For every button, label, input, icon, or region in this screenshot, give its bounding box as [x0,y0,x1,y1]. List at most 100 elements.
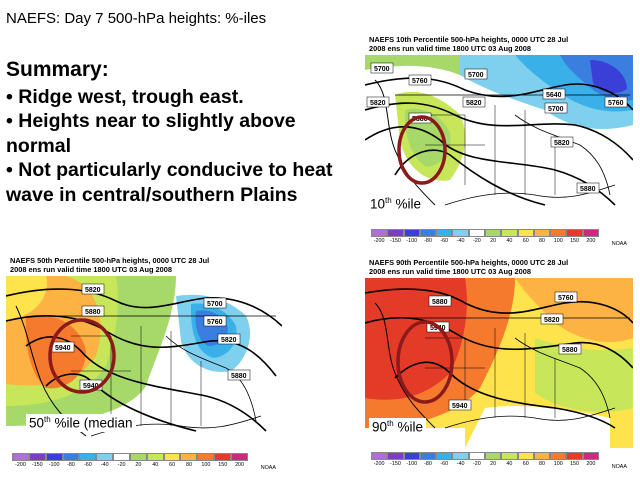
summary-bullet-1: • Ridge west, trough east. [6,85,244,108]
colorbar-swatch [12,453,29,461]
contour-label: 5880 [580,186,596,193]
contour-label: 5880 [562,347,578,354]
colorbar-swatch [582,452,599,460]
colorbar-swatch [501,229,518,237]
colorbar-swatches [371,229,599,237]
contour-label: 5700 [548,106,564,113]
noaa-credit: NOAA [611,241,627,247]
contour-label: 5880 [231,373,247,380]
map-90th: 5880 5760 5940 5820 5880 5940 90th %ile [365,278,633,448]
contour-label: 5820 [554,140,570,147]
colorbar-tick-label: -80 [424,238,432,244]
colorbar-tick-label: 150 [570,238,580,244]
colorbar-tick-label: 200 [586,238,596,244]
colorbar-swatch [452,229,469,237]
ridge-highlight-ellipse [48,318,116,394]
contour-label: 5640 [546,92,562,99]
colorbar-tick-label: 100 [553,238,563,244]
contour-label: 5940 [55,345,71,352]
noaa-credit: NOAA [611,464,627,470]
colorbar-tick-label: -150 [390,238,401,244]
colorbar-tick-label: 60 [522,238,529,244]
colorbar-tick-label: 60 [169,462,176,468]
colorbar-swatch [113,453,130,461]
colorbar-tick-label: -200 [373,238,385,244]
colorbar-tick-label: -100 [48,462,60,468]
ridge-highlight-ellipse [396,320,454,404]
colorbar-swatch [533,452,551,460]
colorbar-swatch [468,452,485,460]
contour-label: 5880 [412,116,428,123]
colorbar-swatch [230,453,248,461]
colorbar: -200 -150 -100 -80 -60 -40 -20 20 40 60 80 100 150 20… [6,453,282,473]
colorbar-tick-label: -200 [373,461,385,467]
contour-label: 5760 [608,100,624,107]
contour-label: 5700 [207,301,223,308]
colorbar-swatch [214,453,231,461]
contour-label: 5760 [558,295,574,302]
colorbar-swatch [163,453,181,461]
colorbar-swatch [517,452,534,460]
summary-bullet-3: • Not particularly conducive to heat wav… [6,159,333,206]
colorbar-swatch [566,229,583,237]
colorbar-swatch [484,452,502,460]
panel-10-title: NAEFS 10th Percentile 500-hPa heights, 0… [369,35,569,54]
map-10th: 5700 5760 5700 5640 5700 5760 5820 5820 … [365,55,633,225]
colorbar-swatch [550,229,567,237]
contour-label: 5700 [374,66,390,73]
summary-bullet-2: • Heights near to slightly above normal [6,110,296,157]
colorbar-tick-label: 80 [539,461,545,467]
colorbar-tick-label: 200 [235,462,245,468]
colorbar-swatch [371,452,388,460]
colorbar-tick-label: 20 [490,461,497,467]
colorbar-swatch [484,229,502,237]
colorbar-tick-label: 80 [186,462,192,468]
colorbar-tick-label: 100 [553,461,563,467]
colorbar-tick-label: 40 [506,238,513,244]
colorbar-swatch [403,452,420,460]
colorbar-swatches [371,452,599,460]
colorbar-tick-label: 20 [490,238,497,244]
slide-title: NAEFS: Day 7 500-hPa heights: %-iles [6,10,267,27]
colorbar-tick-label: 60 [522,461,529,467]
colorbar-swatch [387,229,404,237]
colorbar-tick-label: 80 [539,238,545,244]
colorbar-swatch [403,229,420,237]
panel-50-label: 50th %ile (median [26,414,136,432]
colorbar-tick-label: -20 [472,461,481,467]
colorbar-tick-label: 20 [135,462,142,468]
colorbar-swatch [566,452,583,460]
colorbar-tick-label: -150 [390,461,401,467]
contour-label: 5820 [466,100,482,107]
noaa-credit: NOAA [260,465,276,471]
colorbar-tick-label: 40 [152,462,159,468]
colorbar-tick-label: -100 [406,238,418,244]
contour-label: 5820 [370,100,386,107]
colorbar-tick-label: -60 [83,462,92,468]
contour-label: 5880 [432,299,448,306]
colorbar-tick-label: -20 [117,462,126,468]
colorbar-tick-label: -80 [424,461,432,467]
contour-label: 5940 [452,403,468,410]
colorbar-tick-label: 150 [570,461,580,467]
map-50th: 5820 5880 5700 5760 5940 5820 5940 5880 … [6,276,282,448]
panel-50th-percentile: NAEFS 50th Percentile 500-hPa heights, 0… [6,254,282,474]
colorbar-tick-label: -20 [472,238,481,244]
colorbar: -200 -150 -100 -80 -60 -40 -20 20 40 60 80 100 150 20… [365,452,633,472]
colorbar-swatch [387,452,404,460]
colorbar-swatch [62,453,80,461]
colorbar-swatch [79,453,97,461]
ridge-highlight-ellipse [397,115,447,185]
colorbar-swatch [436,452,453,460]
colorbar-swatch [28,453,46,461]
colorbar-swatch [436,229,453,237]
colorbar-swatch [419,229,437,237]
colorbar-swatch [96,453,114,461]
summary-block: Summary: • Ridge west, trough east. • He… [6,58,336,207]
colorbar: -200 -150 -100 -80 -60 -40 -20 20 40 60 80 100 150 20… [365,229,633,249]
colorbar-tick-label: -200 [15,462,26,468]
contour-label: 5760 [412,78,428,85]
colorbar-tick-label: 200 [586,461,596,467]
colorbar-tick-label: 150 [218,462,228,468]
contour-label: 5940 [83,383,99,390]
